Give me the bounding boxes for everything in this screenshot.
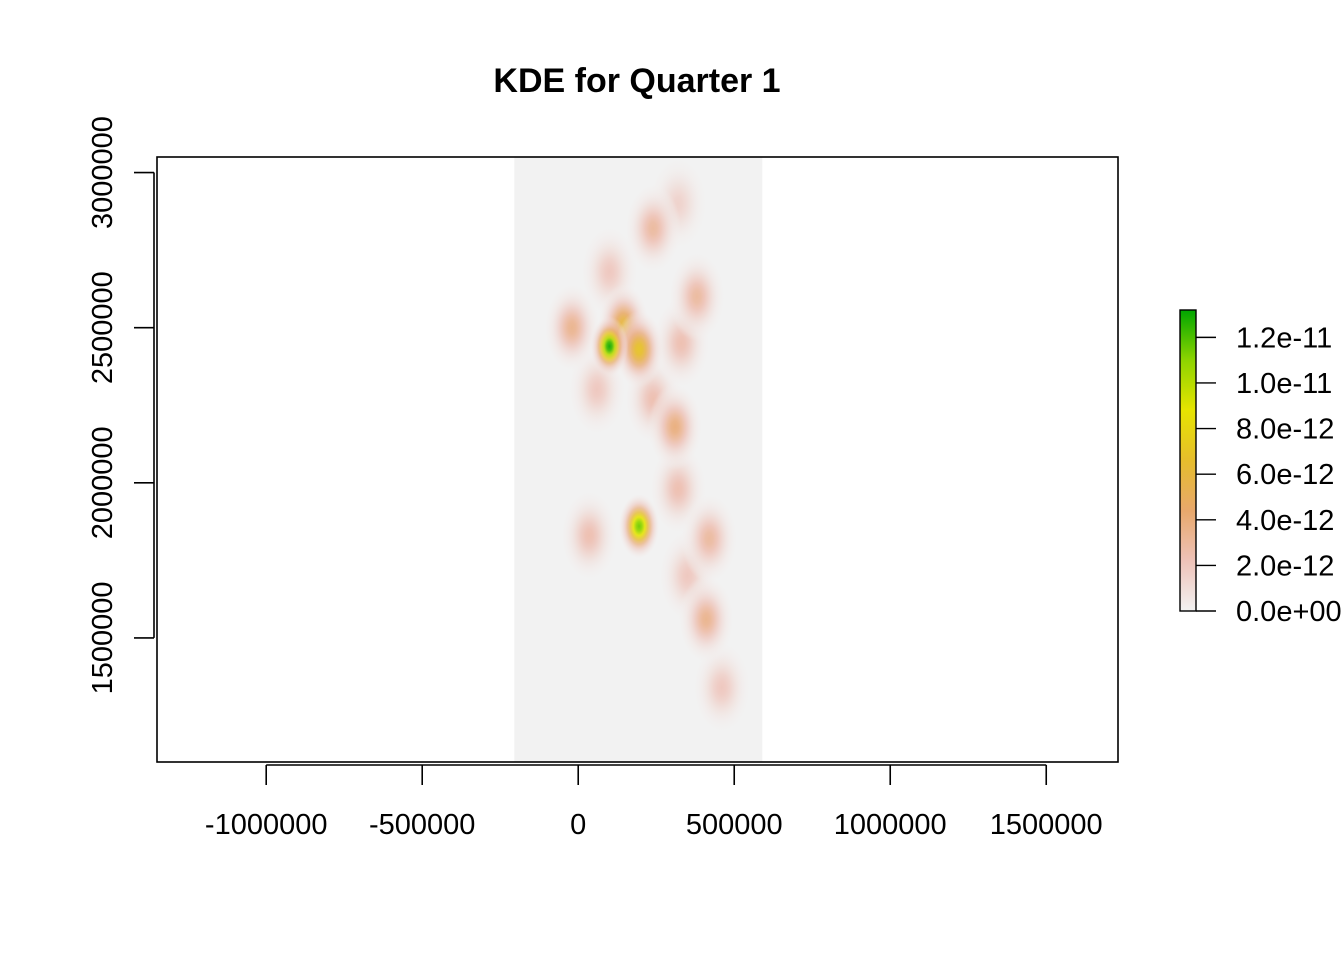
density-peak: [544, 284, 600, 372]
density-peak: [681, 494, 738, 583]
x-tick-label: 500000: [686, 809, 783, 841]
y-tick-label: 2000000: [87, 426, 119, 539]
density-peaks: [544, 157, 751, 734]
x-tick-label: 0: [570, 809, 586, 841]
legend-tick-label: 2.0e-12: [1236, 550, 1334, 582]
y-tick-label: 2500000: [87, 271, 119, 384]
color-legend: 0.0e+00 2.0e-12 4.0e-12 6.0e-12 8.0e-12 1.0e-…: [1179, 309, 1342, 628]
y-axis: 1500000 2000000 2500000 3000000: [87, 116, 155, 694]
legend-tick-label: 6.0e-12: [1236, 459, 1334, 491]
y-tick-label: 3000000: [87, 116, 119, 229]
x-tick-label: 1000000: [834, 809, 947, 841]
legend-tick-label: 0.0e+00: [1236, 596, 1342, 628]
density-peak: [668, 252, 725, 341]
x-tick-label: 1500000: [990, 809, 1103, 841]
legend-tick-label: 8.0e-12: [1236, 414, 1334, 446]
legend-tick-label: 4.0e-12: [1236, 505, 1334, 537]
legend-tick-label: 1.0e-11: [1236, 368, 1332, 400]
density-peak: [590, 316, 629, 377]
density-peak: [618, 494, 660, 559]
y-tick-label: 1500000: [87, 581, 119, 694]
density-peak: [625, 184, 681, 273]
x-tick-label: -1000000: [205, 809, 328, 841]
legend-tick-label: 1.2e-11: [1236, 322, 1332, 354]
density-peak: [692, 641, 751, 734]
legend-color-bar: [1179, 309, 1197, 612]
density-peak: [647, 384, 702, 470]
x-axis: -1000000 -500000 0 500000 1000000 1500000: [205, 764, 1103, 841]
density-peak: [614, 310, 664, 388]
chart-title: KDE for Quarter 1: [493, 62, 780, 100]
density-peak: [678, 575, 734, 663]
x-tick-label: -500000: [369, 809, 475, 841]
density-peak: [560, 490, 618, 581]
plot-frame: [156, 156, 1119, 763]
plot-area: [156, 156, 1119, 763]
